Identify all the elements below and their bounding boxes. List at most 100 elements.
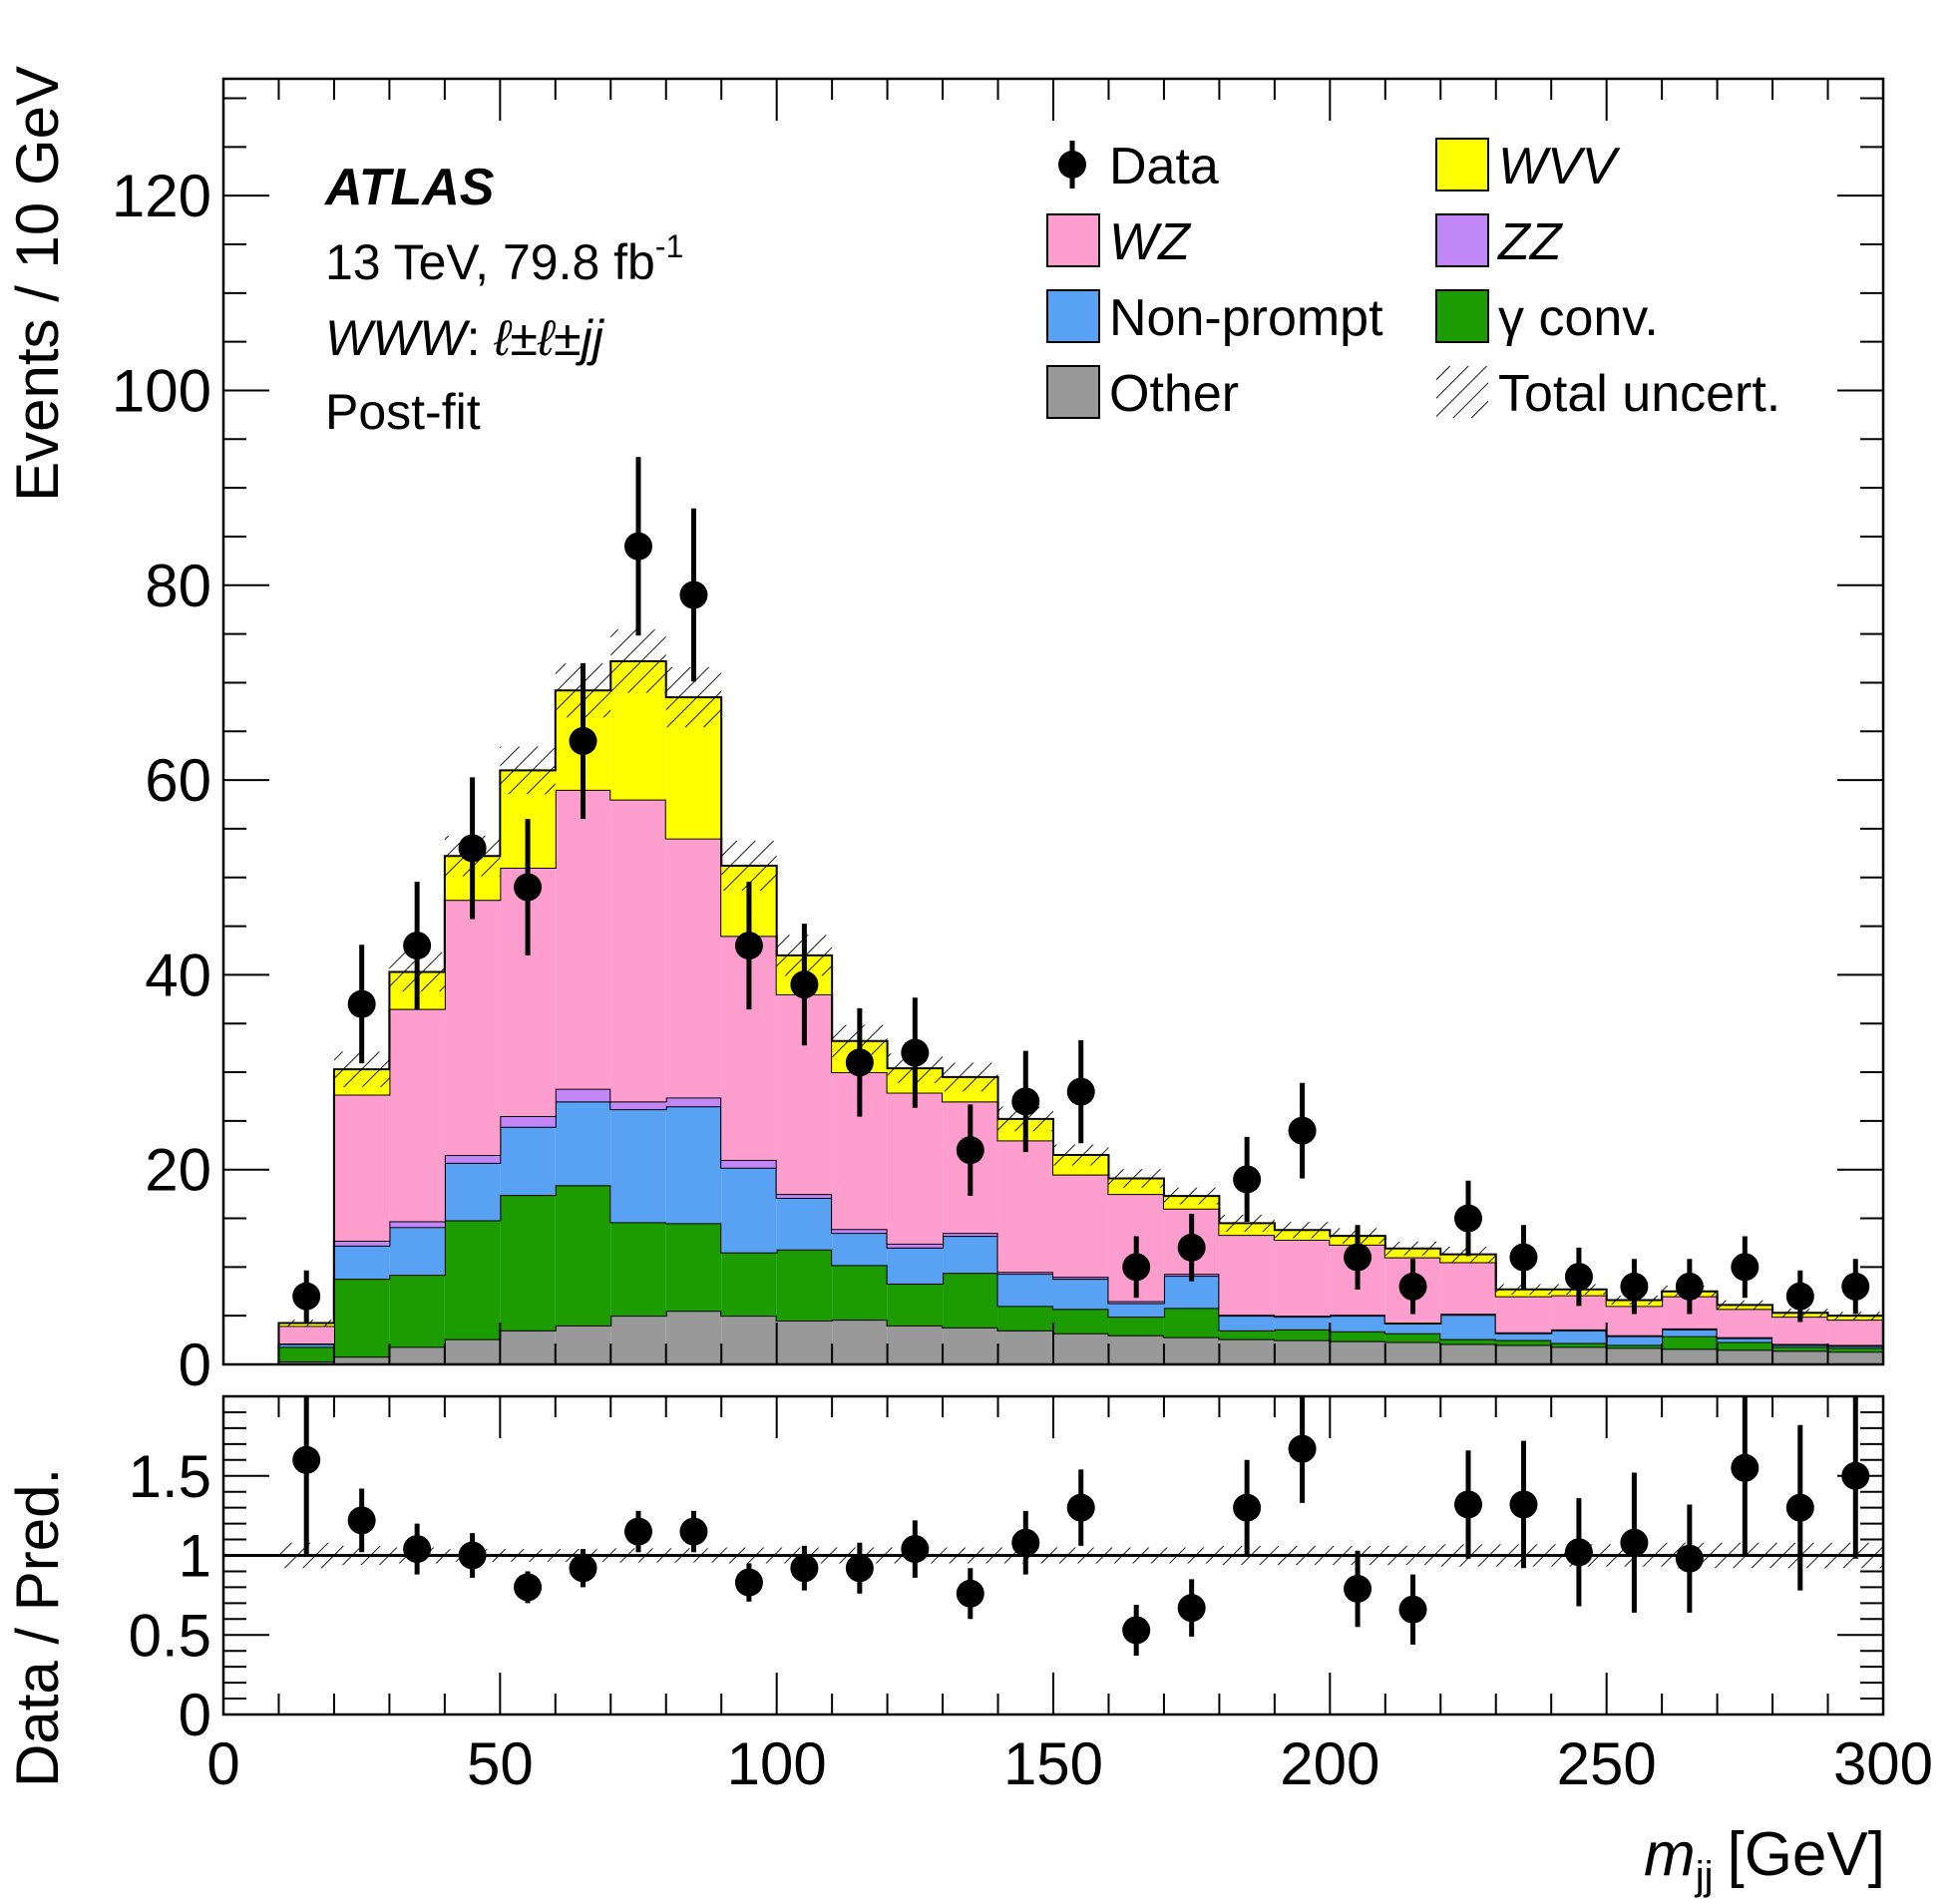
legend-label: Total uncert. — [1498, 365, 1780, 423]
bar-non-prompt-19 — [1274, 1317, 1331, 1330]
legend-label: WZ — [1109, 213, 1192, 271]
ratio-point-16 — [1122, 1604, 1151, 1656]
data-marker — [679, 580, 708, 609]
energy-lumi-text: 13 TeV, 79.8 fb — [325, 234, 655, 290]
ratio-point-22 — [1454, 1450, 1482, 1559]
bar-conv-19 — [1274, 1329, 1331, 1340]
ratio-point-26 — [1675, 1504, 1704, 1613]
channel-final-state: ℓ±ℓ±jj — [493, 310, 604, 366]
y-main-tick-label: 40 — [145, 942, 211, 1008]
bar-other-26 — [1662, 1348, 1718, 1364]
bar-conv-27 — [1717, 1341, 1773, 1350]
bar-non-prompt-25 — [1606, 1335, 1663, 1345]
bar-conv-28 — [1772, 1346, 1828, 1351]
ratio-marker — [901, 1535, 930, 1564]
data-point-15 — [1066, 1039, 1095, 1144]
bar-conv-17 — [1163, 1308, 1220, 1337]
bar-other-21 — [1384, 1341, 1441, 1364]
bar-non-prompt-26 — [1662, 1329, 1718, 1336]
ratio-axis-ticks: 0 50 100 150 200 250 300 0 0.5 1 1.5 — [129, 1396, 1933, 1797]
channel-separator: : — [467, 310, 495, 366]
bar-wz-22 — [1440, 1262, 1496, 1315]
ratio-marker — [1177, 1594, 1206, 1623]
data-marker — [514, 873, 543, 902]
data-point-6 — [569, 662, 597, 820]
ratio-point-25 — [1620, 1472, 1649, 1613]
ratio-point-19 — [1288, 1396, 1317, 1503]
bar-other-19 — [1274, 1339, 1331, 1364]
ratio-panel: 0 50 100 150 200 250 300 0 0.5 1 1.5 — [129, 1394, 1933, 1797]
uncertainty-bin-17 — [1163, 1187, 1220, 1205]
bar-zz-13 — [943, 1233, 998, 1237]
energy-lumi-label: 13 TeV, 79.8 fb-1 — [325, 228, 683, 290]
ratio-point-11 — [845, 1542, 874, 1594]
data-marker — [1454, 1204, 1482, 1233]
bar-wz-4 — [444, 900, 501, 1156]
lumi-superscript: -1 — [655, 228, 683, 264]
ratio-points — [292, 1396, 1870, 1656]
ratio-point-15 — [1066, 1469, 1095, 1546]
data-marker — [845, 1048, 874, 1077]
data-point-9 — [734, 882, 763, 1010]
bar-conv-22 — [1440, 1338, 1496, 1344]
data-marker — [734, 932, 763, 960]
ratio-point-21 — [1398, 1574, 1427, 1645]
bar-conv-21 — [1384, 1333, 1441, 1342]
y-ratio-tick-label: 0 — [179, 1682, 211, 1748]
data-point-4 — [458, 777, 487, 920]
bar-non-prompt-7 — [610, 1109, 666, 1223]
data-marker — [1011, 1087, 1040, 1116]
data-marker — [1233, 1165, 1262, 1194]
ratio-marker — [956, 1579, 984, 1608]
bar-other-28 — [1772, 1350, 1828, 1364]
ratio-point-18 — [1233, 1459, 1262, 1556]
data-point-7 — [624, 457, 652, 636]
data-point-10 — [790, 924, 819, 1046]
data-marker — [1344, 1243, 1372, 1272]
data-marker — [790, 970, 819, 999]
bar-conv-14 — [997, 1306, 1053, 1331]
ratio-marker — [514, 1573, 543, 1602]
bar-zz-5 — [500, 1115, 556, 1127]
ratio-point-8 — [679, 1510, 708, 1553]
ratio-point-6 — [569, 1549, 597, 1588]
y-ratio-tick-label: 1 — [179, 1523, 211, 1590]
bar-conv-24 — [1551, 1342, 1607, 1347]
x-tick-label: 100 — [727, 1730, 827, 1797]
ratio-point-2 — [347, 1488, 376, 1553]
bar-non-prompt-16 — [1108, 1303, 1164, 1318]
data-marker — [1785, 1282, 1814, 1311]
bar-zz-7 — [610, 1101, 666, 1110]
x-tick-label: 200 — [1280, 1730, 1379, 1797]
bar-zz-3 — [389, 1221, 445, 1228]
bar-other-6 — [555, 1325, 611, 1364]
bar-zz-10 — [776, 1194, 833, 1199]
data-marker — [901, 1038, 930, 1067]
bar-other-11 — [832, 1320, 888, 1364]
bar-zz-4 — [444, 1155, 501, 1163]
y-main-tick-label: 20 — [145, 1137, 211, 1204]
data-marker — [1620, 1272, 1649, 1301]
ratio-marker — [1066, 1493, 1095, 1522]
data-marker — [624, 532, 652, 561]
bar-conv-6 — [555, 1185, 611, 1326]
legend-entry-zz: ZZ — [1435, 213, 1564, 271]
bar-non-prompt-20 — [1330, 1316, 1385, 1332]
y-main-tick-label: 0 — [179, 1332, 211, 1398]
bar-conv-12 — [887, 1283, 944, 1326]
ratio-point-29 — [1841, 1396, 1870, 1559]
bar-non-prompt-3 — [389, 1227, 445, 1276]
legend-swatch — [1046, 365, 1100, 419]
data-marker — [1122, 1253, 1151, 1282]
bar-other-5 — [500, 1330, 556, 1364]
ratio-marker — [1398, 1595, 1427, 1624]
data-point-13 — [956, 1104, 984, 1196]
x-axis-title-variable: m — [1644, 1820, 1696, 1889]
ratio-point-10 — [790, 1545, 819, 1591]
data-marker — [1731, 1253, 1760, 1282]
data-marker — [458, 834, 487, 863]
ratio-marker — [458, 1541, 487, 1570]
post-fit-label: Post-fit — [325, 384, 481, 440]
data-point-20 — [1344, 1225, 1372, 1290]
legend-swatch — [1435, 213, 1489, 267]
